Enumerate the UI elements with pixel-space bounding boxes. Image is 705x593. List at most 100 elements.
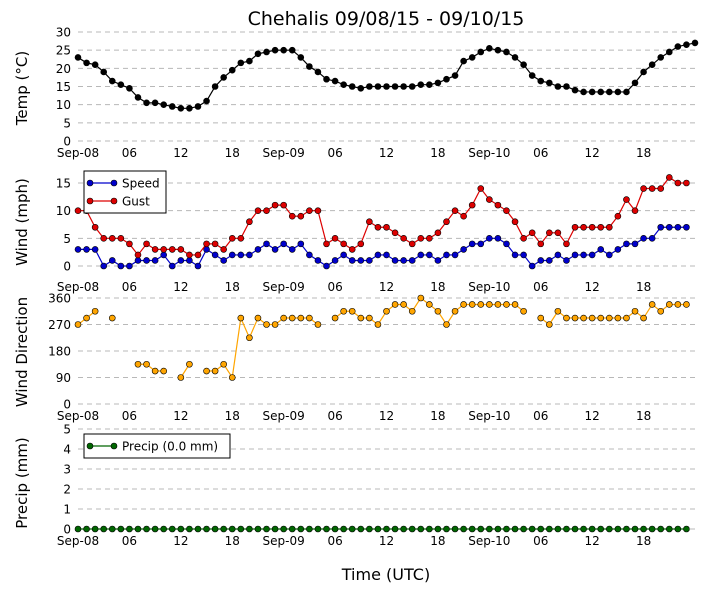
data-point: [443, 321, 450, 328]
x-tick-label: Sep-08: [57, 534, 99, 548]
data-point: [246, 57, 253, 65]
data-point: [554, 307, 562, 315]
data-point: [280, 46, 287, 54]
data-point: [571, 314, 579, 322]
data-point: [186, 360, 193, 368]
data-point: [117, 262, 125, 270]
data-point: [477, 48, 485, 56]
legend-marker: [110, 442, 118, 450]
data-point: [366, 257, 373, 264]
data-point: [91, 525, 99, 533]
data-point: [580, 88, 587, 96]
data-point: [451, 72, 459, 79]
x-tick-label: 18: [430, 146, 445, 160]
data-point: [383, 251, 390, 259]
data-point: [648, 301, 656, 308]
data-point: [160, 367, 167, 375]
data-point: [186, 251, 193, 259]
data-point: [503, 48, 510, 56]
data-point: [443, 218, 450, 226]
legend-box: [83, 170, 167, 214]
legend-marker: [110, 197, 118, 205]
data-point: [383, 223, 390, 231]
data-point: [657, 525, 665, 533]
data-point: [588, 314, 596, 322]
data-point: [357, 240, 365, 248]
data-point: [134, 257, 142, 264]
data-point: [340, 240, 347, 248]
data-point: [665, 48, 673, 56]
data-point: [194, 251, 202, 259]
x-tick-label: Sep-09: [263, 280, 305, 294]
data-point: [160, 246, 167, 253]
data-point: [228, 66, 236, 74]
x-tick-label: Sep-09: [263, 534, 305, 548]
data-point: [400, 525, 407, 533]
data-point: [74, 321, 82, 328]
x-tick-label: 06: [327, 534, 342, 548]
data-point: [571, 223, 579, 231]
data-point: [348, 257, 356, 264]
data-point: [614, 246, 622, 253]
data-point: [520, 251, 527, 259]
data-point: [374, 223, 382, 231]
data-point: [494, 46, 502, 54]
data-point: [486, 301, 493, 308]
data-point: [177, 525, 185, 533]
data-point: [160, 525, 167, 533]
x-tick-label: 06: [122, 280, 137, 294]
data-point: [340, 81, 347, 88]
x-tick-label: 12: [379, 409, 394, 423]
data-point: [108, 525, 116, 533]
data-point: [168, 525, 176, 533]
data-point: [640, 525, 647, 533]
data-point: [486, 525, 493, 533]
data-point: [571, 86, 579, 94]
data-point: [580, 223, 587, 231]
data-point: [417, 235, 425, 242]
data-point: [588, 525, 596, 533]
data-point: [674, 43, 682, 50]
data-point: [494, 235, 502, 242]
data-point: [186, 257, 193, 264]
data-point: [683, 301, 690, 308]
data-point: [160, 251, 167, 259]
data-point: [614, 88, 622, 96]
data-point: [263, 207, 270, 214]
x-tick-label: 18: [430, 280, 445, 294]
data-point: [511, 525, 519, 533]
data-point: [331, 525, 339, 533]
data-point: [494, 301, 502, 308]
data-point: [588, 251, 596, 259]
data-point: [554, 229, 562, 237]
y-tick-label: 1: [63, 503, 71, 517]
series-line: [206, 315, 319, 380]
chart-title: Chehalis 09/08/15 - 09/10/15: [248, 8, 525, 30]
data-point: [657, 54, 665, 61]
data-point: [614, 525, 622, 533]
data-point: [546, 257, 553, 264]
data-point: [263, 48, 270, 56]
x-tick-label: Sep-08: [57, 146, 99, 160]
data-point: [494, 201, 502, 209]
data-point: [468, 54, 476, 61]
data-point: [408, 525, 416, 533]
data-point: [288, 212, 296, 220]
legend-label: Precip (0.0 mm): [122, 440, 218, 454]
data-point: [271, 201, 279, 209]
data-point: [683, 41, 690, 49]
data-point: [674, 179, 682, 187]
x-tick-label: 18: [225, 534, 240, 548]
legend: Precip (0.0 mm): [83, 433, 231, 459]
data-point: [563, 525, 570, 533]
data-point: [91, 246, 99, 253]
y-tick-label: 5: [63, 423, 71, 437]
legend-marker: [86, 179, 94, 187]
data-point: [331, 77, 339, 85]
data-point: [117, 81, 125, 88]
data-point: [486, 45, 493, 52]
data-point: [288, 525, 296, 533]
series-precip-0-0-mm-: [74, 525, 690, 533]
data-point: [211, 525, 219, 533]
